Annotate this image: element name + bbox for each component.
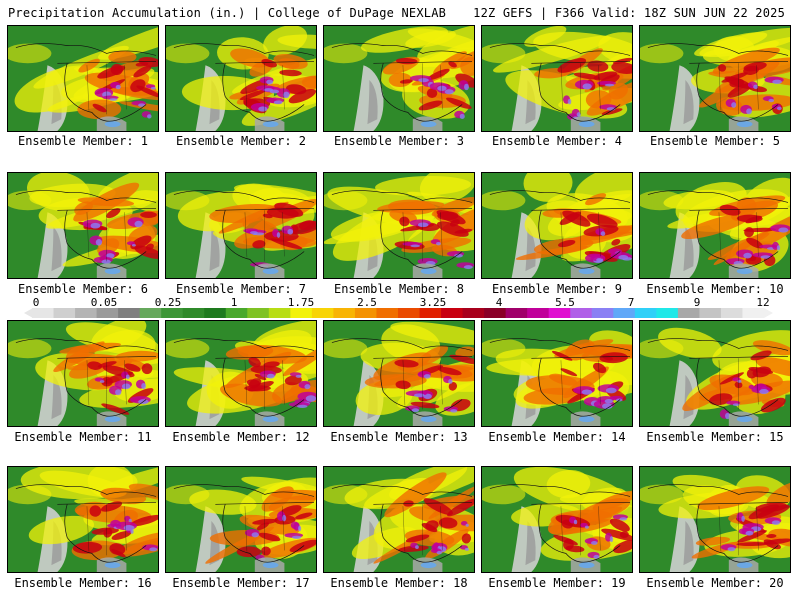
ensemble-member-label: Ensemble Member: 2 <box>175 134 307 148</box>
ensemble-member-label: Ensemble Member: 4 <box>491 134 623 148</box>
map-title: Precipitation Accumulation (in.) | Colle… <box>8 6 447 20</box>
ensemble-map-19 <box>481 466 633 573</box>
ensemble-member-label: Ensemble Member: 13 <box>330 430 468 444</box>
ensemble-map-18 <box>323 466 475 573</box>
ensemble-member-label: Ensemble Member: 17 <box>172 576 310 590</box>
ensemble-member-label: Ensemble Member: 15 <box>646 430 784 444</box>
ensemble-map-4 <box>481 25 633 132</box>
colorbar-right-arrow <box>764 308 773 318</box>
colorbar-swatch <box>441 308 464 318</box>
ensemble-member-label: Ensemble Member: 14 <box>488 430 626 444</box>
colorbar-swatch <box>139 308 162 318</box>
colorbar-swatch <box>677 308 700 318</box>
colorbar-tick-label: 2.5 <box>357 296 377 309</box>
colorbar-swatch <box>247 308 270 318</box>
ensemble-member-label: Ensemble Member: 11 <box>14 430 152 444</box>
ensemble-map-1 <box>7 25 159 132</box>
colorbar-tick-label: 5.5 <box>555 296 575 309</box>
ensemble-map-6 <box>7 172 159 279</box>
colorbar-swatch <box>699 308 722 318</box>
colorbar-swatch <box>419 308 442 318</box>
colorbar-swatch <box>290 308 313 318</box>
ensemble-map-14 <box>481 320 633 427</box>
colorbar-swatch <box>118 308 141 318</box>
colorbar-swatch <box>333 308 356 318</box>
colorbar-tick-label: 9 <box>693 296 701 309</box>
ensemble-map-11 <box>7 320 159 427</box>
colorbar-tick-label: 1.75 <box>287 296 315 309</box>
ensemble-map-10 <box>639 172 791 279</box>
colorbar-tick-label: 3.25 <box>419 296 447 309</box>
colorbar-swatch <box>398 308 421 318</box>
colorbar-swatch <box>548 308 571 318</box>
colorbar-swatch <box>32 308 55 318</box>
ensemble-map-17 <box>165 466 317 573</box>
colorbar-swatch <box>354 308 377 318</box>
ensemble-map-20 <box>639 466 791 573</box>
colorbar-swatch <box>268 308 291 318</box>
colorbar-tick-label: 4 <box>495 296 503 309</box>
colorbar-swatch <box>225 308 248 318</box>
ensemble-member-label: Ensemble Member: 5 <box>649 134 781 148</box>
colorbar-left-arrow <box>24 308 33 318</box>
ensemble-member-label: Ensemble Member: 18 <box>330 576 468 590</box>
ensemble-map-9 <box>481 172 633 279</box>
colorbar-swatch <box>182 308 205 318</box>
colorbar-tick-label: 7 <box>627 296 635 309</box>
colorbar-swatch <box>204 308 227 318</box>
colorbar-swatch <box>484 308 507 318</box>
colorbar-swatch <box>656 308 679 318</box>
colorbar-tick-label: 0.05 <box>90 296 118 309</box>
ensemble-member-label: Ensemble Member: 8 <box>333 282 465 296</box>
colorbar-swatch <box>742 308 764 318</box>
colorbar-swatch <box>53 308 76 318</box>
ensemble-map-5 <box>639 25 791 132</box>
colorbar-swatch <box>462 308 485 318</box>
colorbar-swatch <box>634 308 657 318</box>
ensemble-member-label: Ensemble Member: 20 <box>646 576 784 590</box>
colorbar-swatch <box>161 308 184 318</box>
colorbar <box>32 308 764 318</box>
colorbar-swatch <box>311 308 334 318</box>
ensemble-map-13 <box>323 320 475 427</box>
colorbar-tick-label: 0.25 <box>154 296 182 309</box>
ensemble-member-label: Ensemble Member: 19 <box>488 576 626 590</box>
colorbar-swatch <box>75 308 98 318</box>
colorbar-swatch <box>376 308 399 318</box>
ensemble-member-label: Ensemble Member: 12 <box>172 430 310 444</box>
ensemble-map-2 <box>165 25 317 132</box>
valid-time: 12Z GEFS | F366 Valid: 18Z SUN JUN 22 20… <box>473 6 785 20</box>
ensemble-member-label: Ensemble Member: 10 <box>646 282 784 296</box>
ensemble-member-label: Ensemble Member: 9 <box>491 282 623 296</box>
ensemble-member-label: Ensemble Member: 3 <box>333 134 465 148</box>
ensemble-member-label: Ensemble Member: 6 <box>17 282 149 296</box>
ensemble-map-8 <box>323 172 475 279</box>
colorbar-swatch <box>591 308 614 318</box>
ensemble-map-7 <box>165 172 317 279</box>
ensemble-member-label: Ensemble Member: 16 <box>14 576 152 590</box>
ensemble-map-3 <box>323 25 475 132</box>
colorbar-tick-label: 0 <box>32 296 40 309</box>
colorbar-swatch <box>527 308 550 318</box>
ensemble-member-label: Ensemble Member: 1 <box>17 134 149 148</box>
colorbar-tick-label: 12 <box>756 296 770 309</box>
ensemble-map-15 <box>639 320 791 427</box>
ensemble-map-12 <box>165 320 317 427</box>
colorbar-tick-label: 1 <box>230 296 238 309</box>
colorbar-swatch <box>96 308 119 318</box>
ensemble-map-16 <box>7 466 159 573</box>
colorbar-swatch <box>720 308 743 318</box>
colorbar-swatch <box>613 308 636 318</box>
colorbar-swatch <box>570 308 593 318</box>
colorbar-swatch <box>505 308 528 318</box>
ensemble-member-label: Ensemble Member: 7 <box>175 282 307 296</box>
